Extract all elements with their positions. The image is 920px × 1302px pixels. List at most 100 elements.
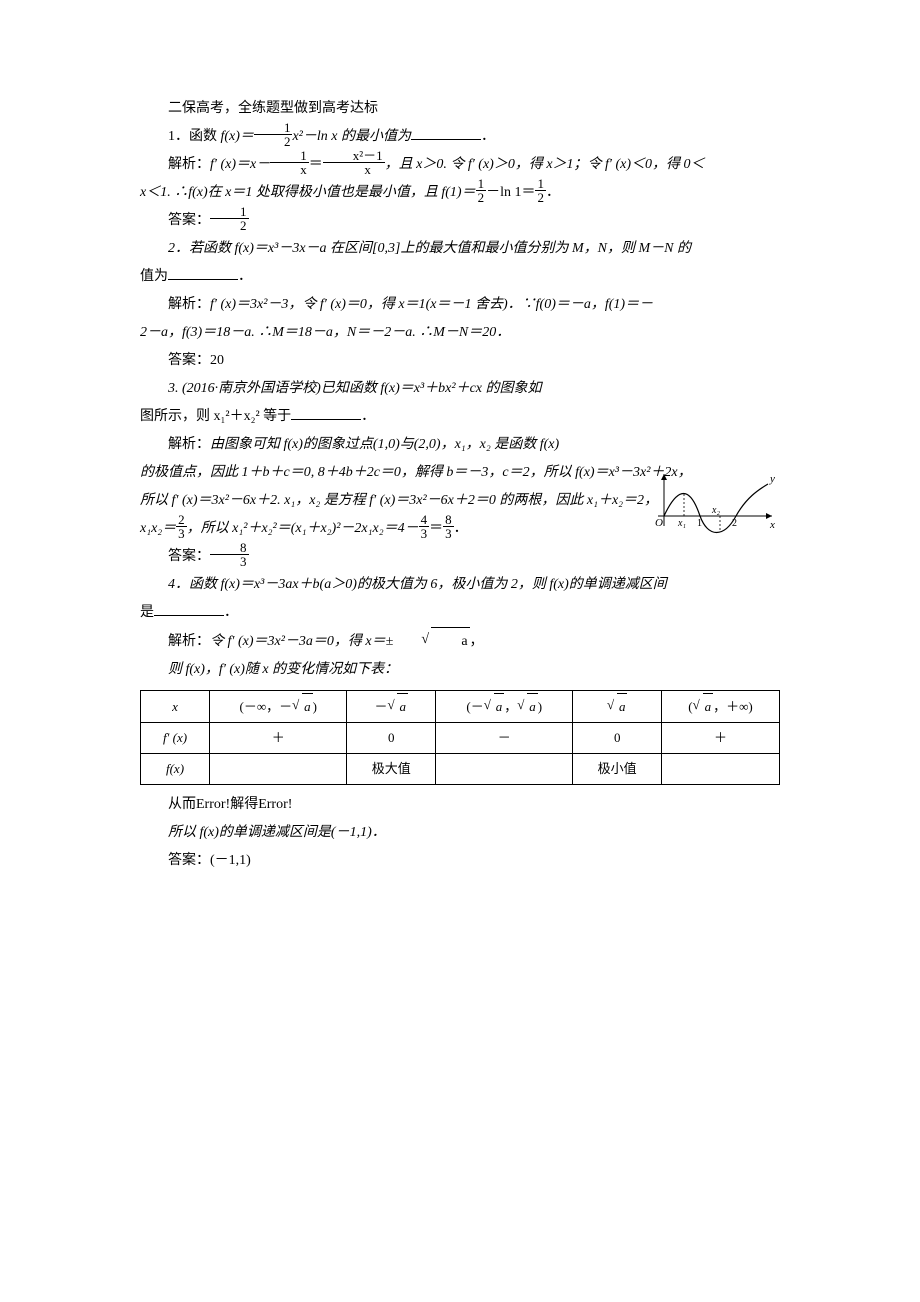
table-row: f′ (x) ＋ 0 － 0 ＋ [141,723,780,754]
label: 答案： [168,213,210,228]
text: x＜1. ∴f(x)在 x＝1 处取得极小值也是最小值，且 f(1)＝ [140,185,476,200]
text: 4．函数 f(x)＝x³－3ax＋b(a＞0)的极大值为 6，极小值为 2，则 … [168,577,667,592]
q3-stem-l1: 3. (2016·南京外国语学校)已知函数 f(x)＝x³＋bx²＋cx 的图象… [140,375,780,403]
text: ， [470,634,484,649]
label: 解析： [168,297,210,312]
q2-answer: 答案：20 [140,347,780,375]
text: x₁x₂＝ [140,521,176,536]
blank [154,601,224,616]
th: (－a，a) [436,691,573,723]
td-label: f(x) [141,754,210,785]
fraction: 83 [443,513,454,540]
td: 极小值 [573,754,662,785]
fraction: 83 [210,541,249,568]
text: ． [546,185,560,200]
td [436,754,573,785]
text: 则 f(x)，f′ (x)随 x 的变化情况如下表： [168,662,398,677]
answer-value: (－1,1) [210,853,251,868]
q4-solution-l2: 则 f(x)，f′ (x)随 x 的变化情况如下表： [140,656,780,684]
td: － [436,723,573,754]
section-title: 二保高考，全练题型做到高考达标 [140,95,780,123]
text: ． [481,129,495,144]
q2-stem-l1: 2．若函数 f(x)＝x³－3x－a 在区间[0,3]上的最大值和最小值分别为 … [140,235,780,263]
table-row: x (－∞，－a) －a (－a，a) a (a，＋∞) [141,691,780,723]
q2-solution-l1: 解析：f′ (x)＝3x²－3，令 f′ (x)＝0，得 x＝1(x＝－1 舍去… [140,291,780,319]
q1-answer: 答案：12 [140,207,780,235]
text: 2－a，f(3)＝18－a. ∴M＝18－a，N＝－2－a. ∴M－N＝20． [140,325,510,340]
q3-stem-l2: 图所示，则 x₁²＋x₂² 等于 ． [140,403,780,431]
text: ＝ [429,521,443,536]
text: －ln 1＝ [486,185,535,200]
q4-solution-l1: 解析：令 f′ (x)＝3x²－3a＝0，得 x＝±a， [140,627,780,656]
answer-value: 20 [210,353,224,368]
text: 图所示，则 x₁²＋x₂² 等于 [140,409,291,424]
label: 解析： [168,157,210,172]
q1-solution-l1: 解析：f′ (x)＝x－1x＝x²－1x，且 x＞0. 令 f′ (x)＞0，得… [140,151,780,179]
label: 答案： [168,353,210,368]
fraction: 12 [254,121,293,148]
td: 0 [573,723,662,754]
td: 0 [347,723,436,754]
text: f(x)＝ [221,129,254,144]
th: (a，＋∞) [661,691,779,723]
text: ＝ [309,157,323,172]
blank [168,265,238,280]
page: y x O x₁ 1 x₂ 2 二保高考，全练题型做到高考达标 1．函数 f(x… [0,0,920,915]
text: 是 [140,605,154,620]
fraction: 23 [176,513,187,540]
blank [291,405,361,420]
th: (－∞，－a) [210,691,347,723]
td [661,754,779,785]
label: 解析： [168,634,210,649]
text: ． [238,269,252,284]
q4-post-l2: 所以 f(x)的单调递减区间是(－1,1)． [140,819,780,847]
fraction: 12 [535,177,546,204]
text: f′ (x)＝3x²－3，令 f′ (x)＝0，得 x＝1(x＝－1 舍去)．∵… [210,297,653,312]
q3-solution-l1: 解析：由图象可知 f(x)的图象过点(1,0)与(2,0)，x₁，x₂ 是函数 … [140,431,780,459]
variation-table: x (－∞，－a) －a (－a，a) a (a，＋∞) f′ (x) ＋ 0 … [140,690,780,785]
text: ． [224,605,238,620]
text: 所以 f′ (x)＝3x²－6x＋2. x₁，x₂ 是方程 f′ (x)＝3x²… [140,493,658,508]
fraction: 1x [270,149,309,176]
text: ． [361,409,375,424]
q2-solution-l2: 2－a，f(3)＝18－a. ∴M＝18－a，N＝－2－a. ∴M－N＝20． [140,319,780,347]
td [210,754,347,785]
blank [411,125,481,140]
label: 答案： [168,853,210,868]
q3-solution-l2: 的极值点，因此 1＋b＋c＝0, 8＋4b＋2c＝0，解得 b＝－3，c＝2，所… [140,459,780,487]
label: 答案： [168,549,210,564]
sqrt: a [393,627,469,656]
label: 解析： [168,437,210,452]
th: －a [347,691,436,723]
fraction: x²－1x [323,149,385,176]
q1-stem: 1．函数 f(x)＝12x²－ln x 的最小值为 ． [140,123,780,151]
q4-post-l1: 从而Error!解得Error! [140,791,780,819]
table-row: f(x) 极大值 极小值 [141,754,780,785]
th: a [573,691,662,723]
td: ＋ [661,723,779,754]
text: 2．若函数 f(x)＝x³－3x－a 在区间[0,3]上的最大值和最小值分别为 … [168,241,691,256]
q3-solution-l4: x₁x₂＝23，所以 x₁²＋x₂²＝(x₁＋x₂)²－2x₁x₂＝4－43＝8… [140,515,780,543]
td: ＋ [210,723,347,754]
text: x²－ln x 的最小值为 [292,129,411,144]
td-label: f′ (x) [141,723,210,754]
q3-answer: 答案：83 [140,543,780,571]
fraction: 12 [476,177,487,204]
q4-stem-l2: 是． [140,599,780,627]
q2-stem-l2: 值为． [140,263,780,291]
text: 3. (2016·南京外国语学校)已知函数 f(x)＝x³＋bx²＋cx 的图象… [168,381,542,396]
td: 极大值 [347,754,436,785]
th-x: x [141,691,210,723]
text: f′ (x)＝x－ [210,157,270,172]
text: ，且 x＞0. 令 f′ (x)＞0，得 x＞1；令 f′ (x)＜0，得 0＜ [385,157,705,172]
fraction: 43 [419,513,430,540]
q3-solution-l3: 所以 f′ (x)＝3x²－6x＋2. x₁，x₂ 是方程 f′ (x)＝3x²… [140,487,780,515]
q4-stem-l1: 4．函数 f(x)＝x³－3ax＋b(a＞0)的极大值为 6，极小值为 2，则 … [140,571,780,599]
text: 1．函数 [168,129,221,144]
text: ． [454,521,468,536]
text: ，所以 x₁²＋x₂²＝(x₁＋x₂)²－2x₁x₂＝4－ [187,521,419,536]
text: 由图象可知 f(x)的图象过点(1,0)与(2,0)，x₁，x₂ 是函数 f(x… [210,437,559,452]
text: 的极值点，因此 1＋b＋c＝0, 8＋4b＋2c＝0，解得 b＝－3，c＝2，所… [140,465,692,480]
text: 所以 f(x)的单调递减区间是(－1,1)． [168,825,386,840]
q1-solution-l2: x＜1. ∴f(x)在 x＝1 处取得极小值也是最小值，且 f(1)＝12－ln… [140,179,780,207]
